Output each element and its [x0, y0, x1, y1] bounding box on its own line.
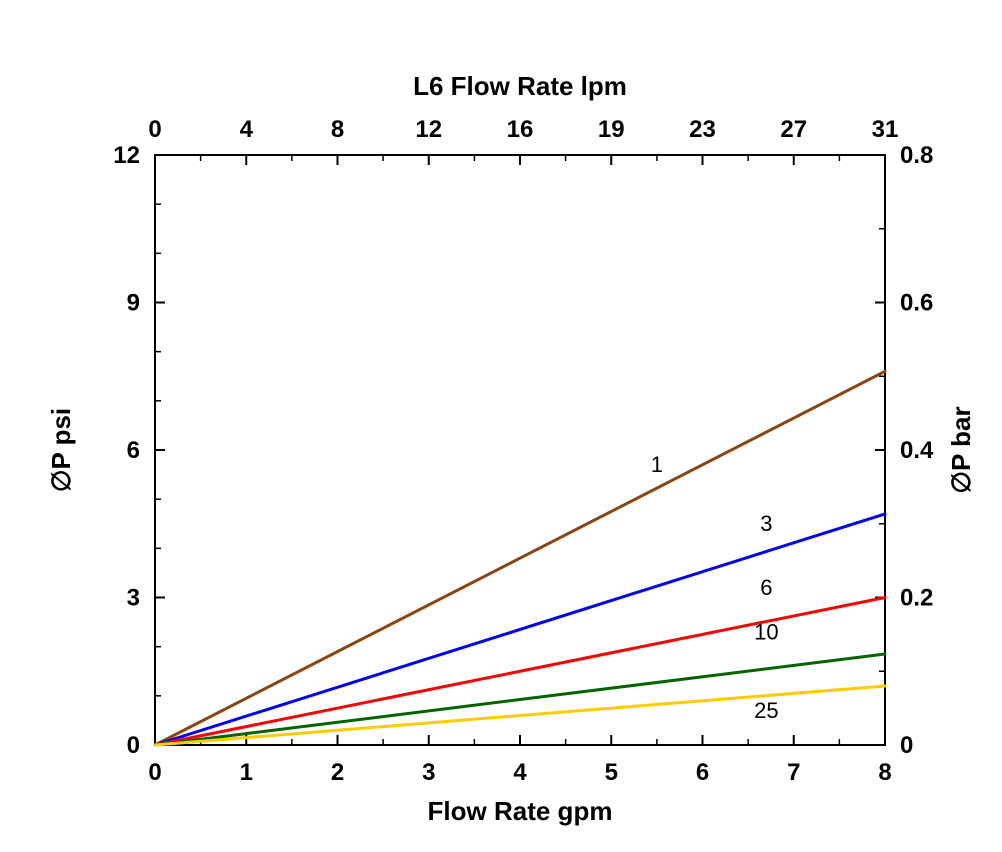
svg-text:0.2: 0.2 — [900, 585, 933, 612]
svg-text:6: 6 — [696, 759, 709, 786]
series-label-6: 6 — [760, 575, 772, 600]
svg-text:3: 3 — [127, 585, 140, 612]
svg-text:1: 1 — [240, 759, 253, 786]
y-right-label: ∅P bar — [946, 406, 976, 493]
svg-text:0: 0 — [148, 759, 161, 786]
svg-text:23: 23 — [689, 116, 716, 143]
svg-text:9: 9 — [127, 290, 140, 317]
svg-text:3: 3 — [422, 759, 435, 786]
svg-text:2: 2 — [331, 759, 344, 786]
flow-pressure-chart: 012345678Flow Rate gpm048121619232731L6 … — [0, 0, 1002, 852]
svg-text:16: 16 — [507, 116, 534, 143]
series-label-25: 25 — [754, 698, 778, 723]
svg-text:27: 27 — [780, 116, 807, 143]
series-line-1 — [155, 371, 885, 745]
svg-text:0: 0 — [900, 732, 913, 759]
x-top-label: L6 Flow Rate lpm — [413, 71, 627, 101]
svg-text:12: 12 — [113, 142, 140, 169]
svg-text:0.6: 0.6 — [900, 290, 933, 317]
svg-text:5: 5 — [605, 759, 618, 786]
svg-text:0: 0 — [127, 732, 140, 759]
svg-text:6: 6 — [127, 437, 140, 464]
svg-text:4: 4 — [513, 759, 527, 786]
x-bottom-label: Flow Rate gpm — [428, 796, 613, 826]
series-label-3: 3 — [760, 511, 772, 536]
series-label-10: 10 — [754, 619, 778, 644]
svg-text:8: 8 — [878, 759, 891, 786]
svg-text:19: 19 — [598, 116, 625, 143]
svg-text:0.4: 0.4 — [900, 437, 934, 464]
y-left-label: ∅P psi — [46, 408, 76, 492]
svg-text:4: 4 — [240, 116, 254, 143]
svg-text:0.8: 0.8 — [900, 142, 933, 169]
svg-text:31: 31 — [872, 116, 899, 143]
svg-text:8: 8 — [331, 116, 344, 143]
svg-text:0: 0 — [148, 116, 161, 143]
svg-text:7: 7 — [787, 759, 800, 786]
series-label-1: 1 — [651, 452, 663, 477]
svg-text:12: 12 — [415, 116, 442, 143]
